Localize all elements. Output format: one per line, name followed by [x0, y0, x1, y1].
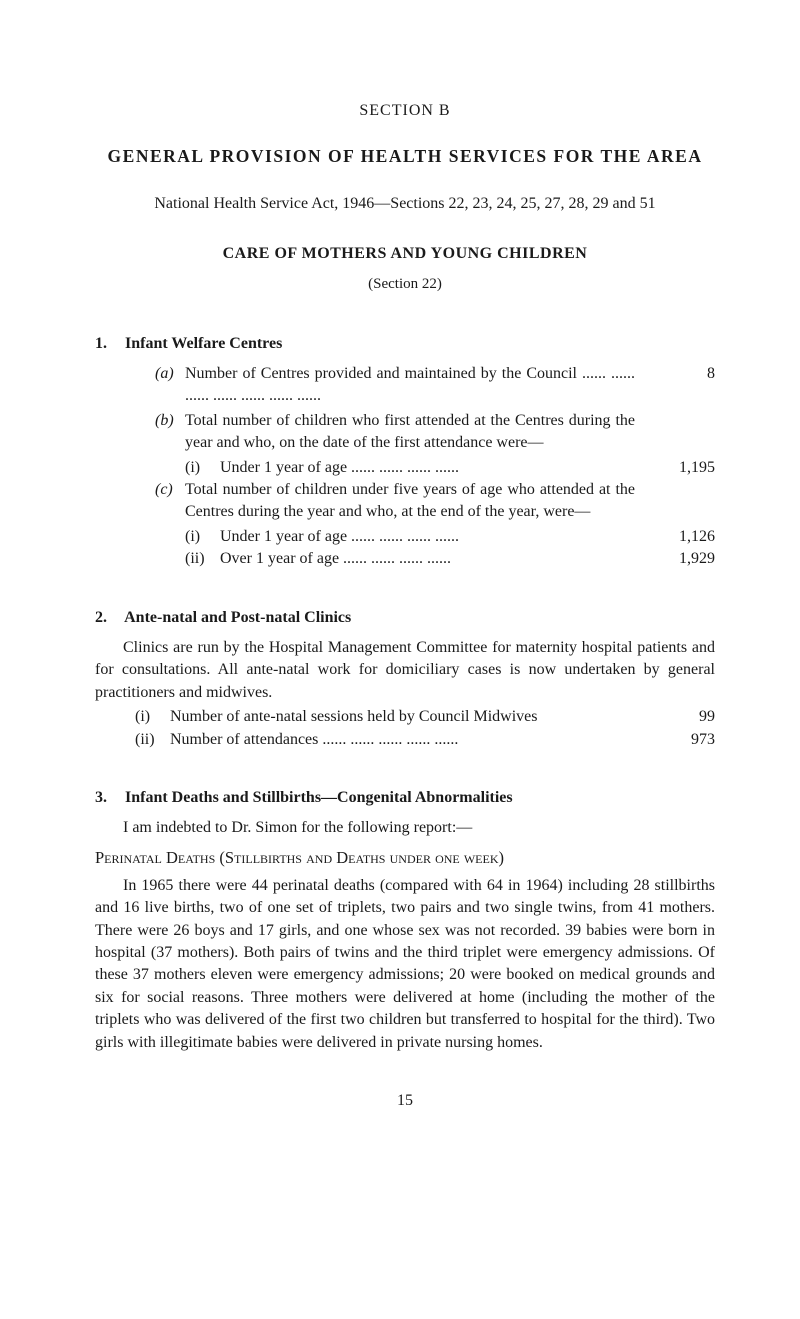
item-b-i-text: Under 1 year of age ...... ...... ......… — [220, 457, 635, 479]
section-1-title: Infant Welfare Centres — [125, 335, 282, 352]
section-3-intro: I am indebted to Dr. Simon for the follo… — [95, 817, 715, 839]
section-1-heading: 1. Infant Welfare Centres — [95, 333, 715, 355]
item-c-i-text: Under 1 year of age ...... ...... ......… — [220, 526, 635, 548]
item-c-i-value: 1,126 — [655, 526, 715, 548]
page-number: 15 — [95, 1090, 715, 1112]
item-a-text: Number of Centres provided and maintaine… — [185, 363, 635, 408]
item-c-value — [655, 479, 715, 524]
stat-ii-text: Number of attendances ...... ...... ....… — [170, 729, 635, 751]
item-c-content: Total number of children under five year… — [185, 479, 715, 524]
section-3-title: Infant Deaths and Stillbirths—Congenital… — [125, 789, 513, 806]
item-c-label: (c) — [155, 479, 185, 524]
stat-ii: (ii) Number of attendances ...... ......… — [95, 729, 715, 751]
item-c-ii-text: Over 1 year of age ...... ...... ...... … — [220, 548, 635, 570]
item-a: (a) Number of Centres provided and maint… — [95, 363, 715, 408]
stat-i: (i) Number of ante-natal sessions held b… — [95, 706, 715, 728]
section-reference: (Section 22) — [95, 274, 715, 295]
perinatal-subheading: Perinatal Deaths (Stillbirths and Deaths… — [95, 846, 715, 869]
stat-i-content: Number of ante-natal sessions held by Co… — [170, 706, 715, 728]
section-1-block: 1. Infant Welfare Centres (a) Number of … — [95, 333, 715, 571]
act-reference: National Health Service Act, 1946—Sectio… — [95, 193, 715, 215]
item-b-content: Total number of children who first atten… — [185, 410, 715, 455]
section-3-para: In 1965 there were 44 perinatal deaths (… — [95, 875, 715, 1054]
item-b-label: (b) — [155, 410, 185, 455]
item-a-value: 8 — [655, 363, 715, 408]
item-c-text: Total number of children under five year… — [185, 479, 635, 524]
stat-ii-content: Number of attendances ...... ...... ....… — [170, 729, 715, 751]
stat-ii-value: 973 — [655, 729, 715, 751]
item-c-i-content: Under 1 year of age ...... ...... ......… — [220, 526, 715, 548]
stat-i-value: 99 — [655, 706, 715, 728]
section-3-heading: 3. Infant Deaths and Stillbirths—Congeni… — [95, 787, 715, 809]
item-b-i-label: (i) — [185, 457, 220, 479]
item-b-i-value: 1,195 — [655, 457, 715, 479]
item-a-label: (a) — [155, 363, 185, 408]
section-3-block: 3. Infant Deaths and Stillbirths—Congeni… — [95, 787, 715, 1054]
section-header: SECTION B — [95, 100, 715, 122]
item-c-ii-value: 1,929 — [655, 548, 715, 570]
section-1-number: 1. — [95, 333, 121, 355]
item-b: (b) Total number of children who first a… — [95, 410, 715, 455]
item-c-i: (i) Under 1 year of age ...... ...... ..… — [95, 526, 715, 548]
section-2-title: Ante-natal and Post-natal Clinics — [124, 609, 351, 626]
item-c: (c) Total number of children under five … — [95, 479, 715, 524]
item-c-ii-label: (ii) — [185, 548, 220, 570]
item-c-ii-content: Over 1 year of age ...... ...... ...... … — [220, 548, 715, 570]
item-c-ii: (ii) Over 1 year of age ...... ...... ..… — [95, 548, 715, 570]
item-b-text: Total number of children who first atten… — [185, 410, 635, 455]
item-a-content: Number of Centres provided and maintaine… — [185, 363, 715, 408]
stat-i-text: Number of ante-natal sessions held by Co… — [170, 706, 635, 728]
stat-i-label: (i) — [135, 706, 170, 728]
section-2-block: 2. Ante-natal and Post-natal Clinics Cli… — [95, 607, 715, 751]
subsection-title: CARE OF MOTHERS AND YOUNG CHILDREN — [95, 243, 715, 265]
stat-ii-label: (ii) — [135, 729, 170, 751]
section-2-heading: 2. Ante-natal and Post-natal Clinics — [95, 607, 715, 629]
item-b-i-content: Under 1 year of age ...... ...... ......… — [220, 457, 715, 479]
item-b-value — [655, 410, 715, 455]
item-c-i-label: (i) — [185, 526, 220, 548]
section-2-para: Clinics are run by the Hospital Manageme… — [95, 637, 715, 704]
section-3-number: 3. — [95, 787, 121, 809]
item-b-i: (i) Under 1 year of age ...... ...... ..… — [95, 457, 715, 479]
main-title: GENERAL PROVISION OF HEALTH SERVICES FOR… — [95, 144, 715, 169]
section-2-number: 2. — [95, 607, 121, 629]
